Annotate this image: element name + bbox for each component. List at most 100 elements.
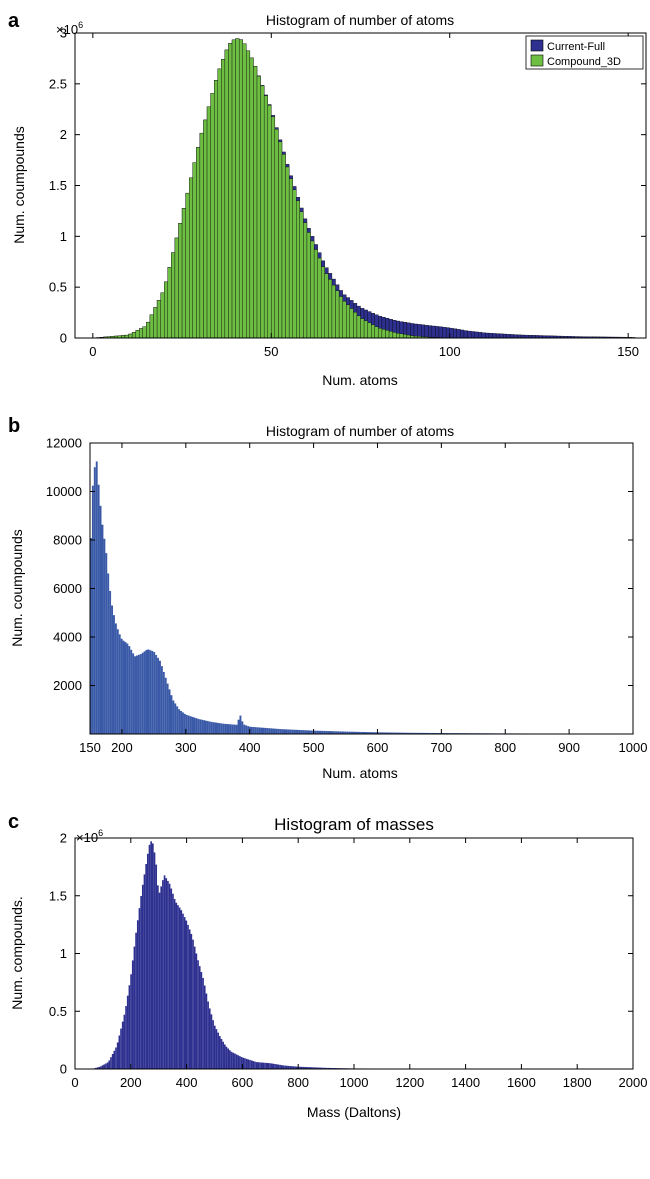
x-tick-label: 1200 [395,1075,424,1090]
bar-series-240 [141,884,144,1069]
plot-frame-b [89,442,634,735]
bar-compound-3d-71 [346,304,350,339]
bar-series-243 [149,650,152,734]
bar-series-639 [402,732,405,734]
bar-compound-3d-11 [131,332,136,339]
bar-compound-3d-50 [271,116,276,339]
bar-compound-3d-46 [256,75,261,339]
bar-series-219 [134,656,136,734]
bar-current-full-90 [413,323,418,339]
bar-series-165 [99,505,102,734]
bar-series-222 [136,920,139,1069]
bar-series-90 [100,1066,102,1069]
bar-series-762 [287,1065,290,1069]
bar-series-417 [260,727,263,734]
bar-compound-3d-59 [303,222,308,339]
bar-series-744 [282,1065,285,1069]
bar-series-192 [116,629,119,734]
bar-series-573 [360,731,363,734]
bar-series-444 [277,728,280,734]
bar-series-396 [185,920,188,1069]
bar-series-285 [176,706,179,734]
bar-series-126 [110,1057,112,1069]
bar-compound-3d-62 [313,249,318,339]
bar-series-138 [113,1050,116,1069]
bar-series-450 [281,729,284,734]
bar-series-663 [417,732,420,734]
bar-compound-3d-82 [385,330,390,339]
bar-series-438 [273,728,276,734]
bar-series-339 [210,721,213,734]
bar-series-84 [98,1066,101,1069]
bar-compound-3d-51 [274,129,279,339]
bar-series-471 [295,729,297,734]
bar-series-648 [255,1062,258,1069]
bar-series-870 [317,1067,320,1069]
bar-series-372 [178,907,181,1069]
bar-series-132 [111,1053,114,1069]
bar-series-210 [133,946,136,1069]
bar-series-492 [308,730,311,734]
bar-series-351 [218,723,221,734]
bar-compound-3d-19 [160,292,165,339]
bar-series-594 [373,732,376,734]
bar-series-912 [329,1067,332,1069]
bar-series-297 [183,713,186,734]
x-tick-label: 700 [431,740,453,755]
y-axis-label-c: Num. compounds. [9,896,25,1010]
bar-series-576 [362,731,365,734]
bar-compound-3d-65 [324,273,329,339]
y-tick-label: 1.5 [49,178,67,193]
bar-series-246 [151,650,154,734]
bar-series-477 [298,729,301,734]
bar-series-156 [118,1035,121,1069]
bar-series-420 [262,727,265,734]
bar-series-96 [101,1065,104,1069]
bar-series-153 [91,485,94,734]
bar-series-513 [321,730,324,734]
bar-series-327 [203,720,205,734]
y-axis-label-b: Num. coumpounds [9,529,25,647]
bar-compound-3d-84 [392,332,397,339]
bar-series-324 [201,719,204,734]
y-multiplier-a: ×106 [56,20,83,37]
bars-b [90,461,635,734]
bar-compound-3d-79 [374,326,379,339]
bar-compound-3d-72 [349,308,354,339]
bar-series-321 [199,719,202,734]
bar-series-333 [206,721,209,734]
bar-series-774 [290,1066,293,1069]
x-tick-label: 200 [111,740,133,755]
bar-series-708 [272,1063,275,1069]
bar-series-537 [337,731,340,734]
bar-compound-3d-23 [174,237,179,339]
bar-series-378 [235,724,238,734]
bar-series-642 [404,732,407,734]
bar-series-366 [177,905,179,1069]
bar-series-429 [268,728,271,734]
bar-series-666 [419,732,422,734]
x-tick-label: 1800 [563,1075,592,1090]
bar-series-300 [185,714,188,734]
bar-series-582 [237,1055,240,1069]
bar-series-636 [252,1061,255,1069]
bar-current-full-96 [435,326,440,339]
bar-compound-3d-42 [242,43,247,339]
bar-current-full-116 [506,334,511,339]
bar-compound-3d-77 [367,322,372,339]
bar-series-609 [383,732,386,734]
bar-series-159 [95,461,98,734]
panel-label-a: a [8,10,20,32]
bar-compound-3d-33 [210,93,215,339]
bar-compound-3d-56 [292,189,297,339]
bar-series-660 [415,732,418,734]
bar-series-300 [158,892,161,1069]
bar-series-642 [254,1061,256,1069]
bar-series-474 [296,729,299,734]
bar-series-474 [207,1001,209,1069]
bar-series-408 [254,727,257,734]
bar-series-858 [314,1067,317,1069]
bar-series-852 [312,1067,315,1069]
bar-series-756 [285,1065,288,1069]
bar-series-441 [275,728,278,734]
